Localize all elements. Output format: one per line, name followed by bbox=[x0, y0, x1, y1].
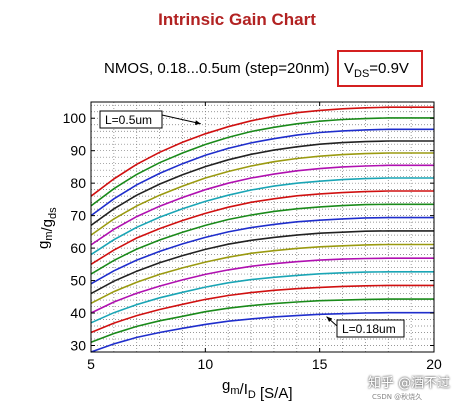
x-tick-label: 5 bbox=[87, 356, 95, 372]
axis-ticks: 5 10 15 20 30 40 50 60 70 80 90 100 bbox=[63, 102, 442, 372]
series-line-2 bbox=[90, 298, 434, 344]
series-lines bbox=[90, 106, 434, 353]
series-line-15 bbox=[90, 128, 434, 217]
watermark-sub: CSDN @秋烧久 bbox=[372, 393, 423, 401]
annotation-box bbox=[99, 110, 163, 129]
annotation-box bbox=[336, 319, 405, 338]
y-tick-label: 50 bbox=[70, 273, 86, 289]
chart-subtitle: NMOS, 0.18...0.5um (step=20nm) bbox=[104, 60, 330, 77]
series-line-1 bbox=[90, 311, 434, 353]
vds-highlight-box bbox=[337, 50, 423, 87]
series-line-13 bbox=[90, 152, 434, 236]
series-line-14 bbox=[90, 140, 434, 227]
y-tick-label: 60 bbox=[70, 240, 86, 256]
annotation-text: L=0.5um bbox=[105, 113, 152, 127]
annotation-arrowhead bbox=[326, 316, 333, 323]
annotation-1: L=0.5um bbox=[99, 110, 201, 129]
series-line-4 bbox=[90, 270, 434, 324]
series-line-8 bbox=[90, 216, 434, 285]
series-line-9 bbox=[90, 203, 434, 275]
x-tick-label: 10 bbox=[198, 356, 214, 372]
series-line-11 bbox=[90, 177, 434, 256]
vds-label: VDS=0.9V bbox=[344, 60, 409, 80]
y-tick-label: 90 bbox=[70, 143, 86, 159]
annotation-arrow bbox=[161, 114, 201, 125]
y-tick-label: 70 bbox=[70, 208, 86, 224]
series-line-17 bbox=[90, 106, 434, 197]
x-tick-label: 15 bbox=[312, 356, 328, 372]
annotation-text: L=0.18um bbox=[342, 322, 396, 336]
series-line-6 bbox=[90, 243, 434, 305]
annotations: L=0.5um L=0.18um bbox=[99, 110, 405, 338]
y-axis-label: gm/gds bbox=[35, 207, 59, 249]
plot-frame bbox=[90, 101, 435, 353]
y-tick-label: 30 bbox=[70, 338, 86, 354]
x-tick-label: 20 bbox=[426, 356, 442, 372]
y-tick-label: 40 bbox=[70, 305, 86, 321]
series-line-7 bbox=[90, 230, 434, 295]
series-line-10 bbox=[90, 190, 434, 265]
y-tick-label: 80 bbox=[70, 175, 86, 191]
annotation-2: L=0.18um bbox=[326, 316, 405, 338]
series-line-5 bbox=[90, 257, 434, 314]
watermark: 知乎 @酒不过 bbox=[368, 376, 451, 391]
chart-title: Intrinsic Gain Chart bbox=[158, 10, 316, 29]
series-line-16 bbox=[90, 117, 434, 207]
x-axis-label: gm/ID [S/A] bbox=[222, 377, 293, 402]
y-tick-label: 100 bbox=[63, 110, 87, 126]
series-line-12 bbox=[90, 164, 434, 246]
series-line-3 bbox=[90, 284, 434, 334]
annotation-arrowhead bbox=[194, 120, 201, 125]
